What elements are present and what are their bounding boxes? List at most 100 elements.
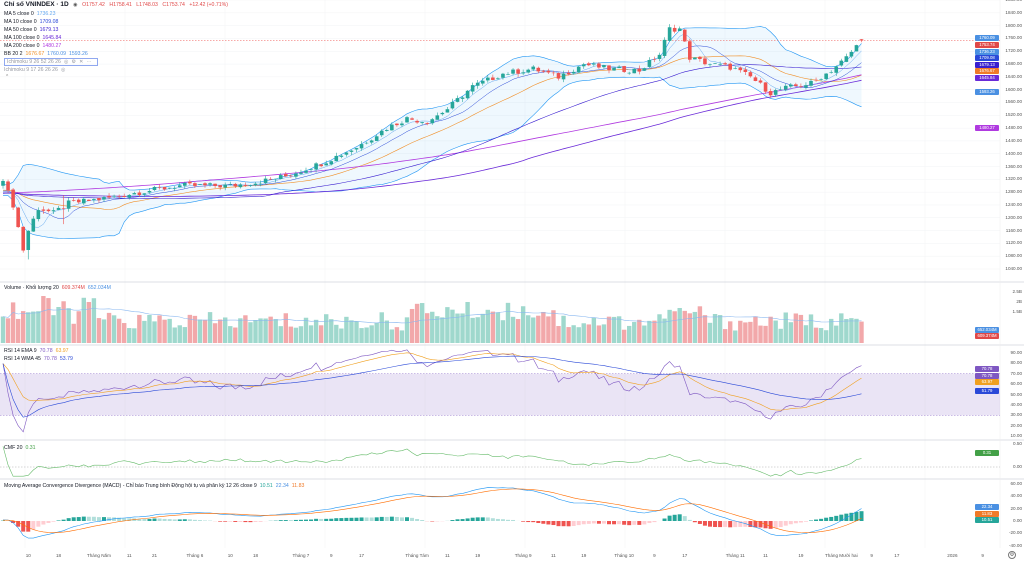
volume-bar (834, 325, 839, 343)
volume-bar (566, 327, 571, 343)
candle-body (248, 185, 253, 187)
volume-bar (394, 327, 400, 343)
time-axis-label: 2026 (947, 553, 958, 558)
macd-histogram-bar (31, 521, 36, 530)
volume-bar (632, 322, 637, 343)
macd-histogram-bar (359, 517, 364, 521)
candle-body (11, 189, 15, 208)
macd-histogram-bar (692, 521, 697, 523)
macd-histogram-bar (708, 521, 712, 527)
time-axis-label: Tháng 9 (514, 553, 532, 558)
candle-body (657, 54, 662, 59)
candle-body (152, 186, 157, 191)
remove-icon[interactable]: ✕ (79, 59, 84, 65)
candle-body (324, 163, 328, 166)
macd-axis-label: 40.00 (1010, 493, 1023, 499)
volume-bar (611, 316, 617, 343)
legend-label: MA 100 close 0 (4, 35, 40, 41)
macd-histogram-bar (349, 517, 354, 521)
legend-ma5[interactable]: MA 5 close 0 1736.23 (4, 10, 58, 18)
legend-bb[interactable]: BB 20 2 1676.67 1760.09 1593.26 (4, 50, 91, 58)
symbol-title[interactable]: Chỉ số VNINDEX · 1D (4, 1, 69, 8)
legend-volume[interactable]: Volume · Khối lượng 20 609.374M 652.034M (4, 284, 114, 292)
candle-body (834, 66, 839, 73)
volume-axis-label: 2B (1016, 298, 1022, 304)
legend-value: 70.78 (39, 348, 53, 354)
macd-histogram-bar (248, 521, 253, 523)
legend-ma10[interactable]: MA 10 close 0 1709.08 (4, 18, 61, 26)
candle-body (799, 86, 803, 87)
legend-ma200[interactable]: MA 200 close 0 1480.27 (4, 42, 64, 50)
volume-bar (616, 316, 622, 343)
candle-body (728, 63, 732, 70)
time-axis-label: 11 (445, 553, 450, 558)
volume-bar (561, 315, 566, 343)
candle-body (82, 198, 86, 204)
candle-body (597, 63, 601, 68)
candle-body (839, 60, 844, 66)
candle-body (243, 185, 248, 186)
candle-body (364, 142, 369, 144)
volume-bar (753, 316, 758, 343)
legend-ichimoku-1[interactable]: Ichimoku 9 26 52 26 26 ◎ ⚙ ✕ ⋯ (4, 58, 101, 66)
macd-histogram-bar (288, 520, 293, 521)
legend-ma50[interactable]: MA 50 close 0 1679.13 (4, 26, 61, 34)
settings-icon[interactable]: ⚙ (71, 59, 77, 65)
candle-body (278, 175, 283, 179)
legend-label: BB 20 2 (4, 51, 23, 57)
time-axis-label: 11 (763, 553, 768, 558)
volume-bar (66, 308, 71, 343)
candle-body (344, 152, 349, 155)
legend-macd[interactable]: Moving Average Convergence Divergence (M… (4, 482, 307, 490)
candle-body (677, 28, 682, 32)
volume-bar (202, 319, 208, 343)
volume-bar (682, 310, 687, 343)
time-axis-label: 11 (126, 553, 132, 558)
collapse-legend-icon[interactable]: ⌃ (5, 74, 10, 80)
volume-bar (364, 327, 369, 343)
volume-bar (369, 325, 374, 343)
chart-settings-icon[interactable]: ⚙ (1008, 551, 1016, 559)
legend-rsi-ema[interactable]: RSI 14 EMA 9 70.78 63.97 (4, 347, 72, 355)
volume-bar (425, 313, 430, 343)
legend-rsi-wma[interactable]: RSI 14 WMA 45 70.78 53.79 (4, 355, 76, 363)
volume-bar (717, 315, 723, 343)
time-axis-label: 18 (55, 553, 62, 558)
candle-body (213, 183, 217, 187)
candle-body (223, 184, 227, 188)
macd-histogram-bar (314, 518, 319, 521)
candle-body (622, 66, 626, 72)
volume-bar (308, 325, 314, 343)
eye-hidden-icon[interactable]: ◎ (60, 67, 66, 73)
candle-body (526, 69, 530, 73)
macd-histogram-bar (672, 514, 677, 521)
candle-body (56, 207, 61, 210)
legend-ma100[interactable]: MA 100 close 0 1645.84 (4, 34, 64, 42)
candle-body (486, 77, 490, 81)
candle-body (703, 58, 707, 65)
macd-histogram-bar (793, 521, 798, 524)
candle-body (258, 183, 263, 185)
bb-upper: 1760.09 (47, 51, 66, 57)
candle-body (167, 187, 172, 189)
candle-body (157, 187, 162, 188)
volume-bar (167, 318, 172, 343)
legend-cmf[interactable]: CMF 20 0.31 (4, 444, 39, 452)
macd-histogram-bar (293, 519, 298, 521)
more-icon[interactable]: ⋯ (86, 59, 92, 65)
macd-histogram-bar (167, 519, 172, 521)
candle-body (41, 209, 46, 211)
volume-bar (197, 319, 203, 343)
price-axis-label: 1760.00 (1005, 35, 1022, 41)
candle-body (198, 184, 202, 185)
legend-ichimoku-2[interactable]: Ichimoku 9 17 26 26 26 ◎ (4, 66, 68, 74)
ma200-line (2, 74, 862, 194)
candle-body (465, 90, 470, 99)
volume-bar (591, 317, 597, 343)
volume-bar (601, 324, 607, 343)
legend-value: 1645.84 (42, 35, 62, 41)
eye-icon[interactable]: ◎ (63, 59, 69, 65)
bollinger-upper-line (2, 26, 862, 191)
candle-body (263, 178, 268, 183)
